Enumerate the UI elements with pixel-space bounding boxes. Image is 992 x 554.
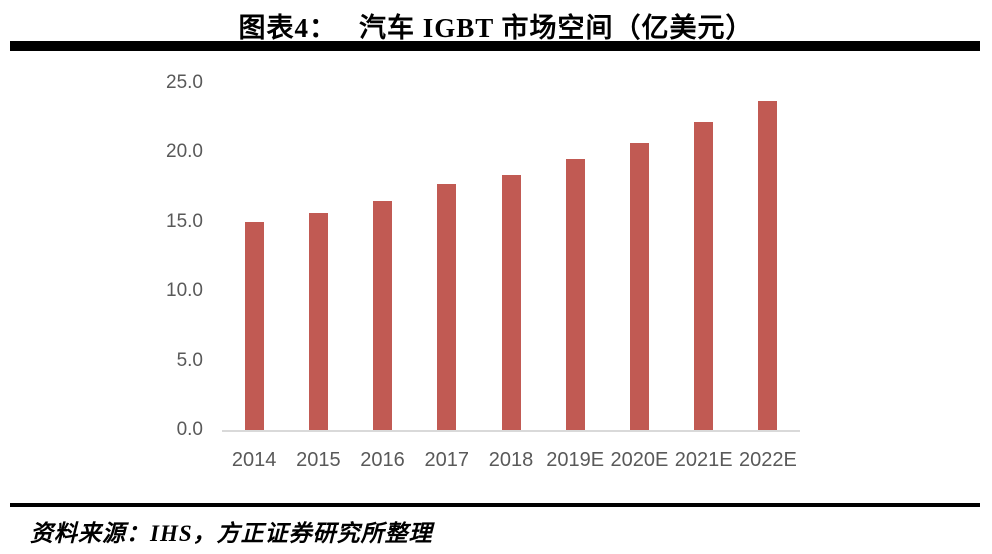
x-axis-tick-label: 2017 [424,449,470,471]
x-axis-tick-label: 2020E [610,449,669,471]
y-axis-tick-label: 10.0 [166,280,203,302]
bar-2016 [373,200,393,430]
bottom-rule [10,503,980,507]
bar-2018 [501,174,521,430]
figure-title: 图表4： 汽车 IGBT 市场空间（亿美元） [0,6,992,45]
x-axis-tick-label: 2018 [488,449,534,471]
y-axis-tick-label: 0.0 [176,419,203,440]
plot-area [222,83,800,432]
y-axis-tick-label: 15.0 [166,210,203,232]
figure-label: 图表4： [238,13,337,43]
y-axis-tick-label: 5.0 [176,349,203,371]
figure-title-text: 汽车 IGBT 市场空间（亿美元） [358,13,754,43]
top-rule [10,41,980,51]
bar-2014 [244,221,264,430]
bar-2022E [758,101,778,430]
bar-2015 [308,213,328,430]
y-axis-tick-label: 20.0 [166,141,203,163]
x-axis-tick-label: 2015 [296,449,341,471]
x-axis-tick-label: 2021E [674,449,733,471]
x-axis-tick-label: 2022E [738,449,797,471]
source-note: 资料来源：IHS，方正证券研究所整理 [30,521,433,546]
y-axis-tick-label: 25.0 [166,72,203,93]
x-axis-tick-label: 2016 [360,449,405,471]
bar-2019E [565,159,585,430]
x-axis-tick-label: 2014 [231,449,277,471]
x-axis-tick-label: 2019E [546,449,605,471]
bar-2017 [437,184,457,430]
bar-2020E [629,142,649,430]
bar-2021E [694,121,714,430]
